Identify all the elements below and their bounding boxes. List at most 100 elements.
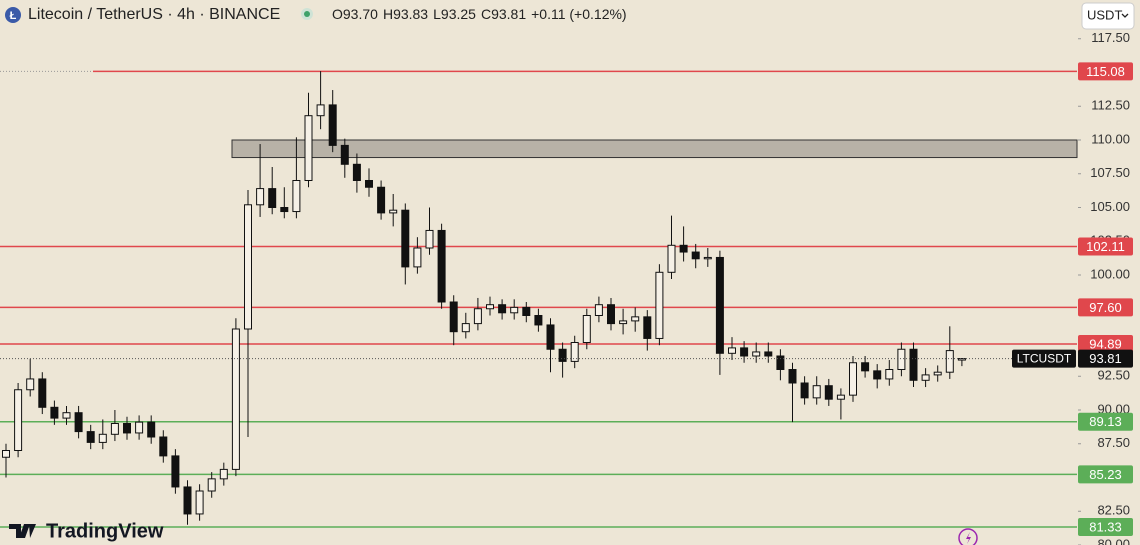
candle-body [776,355,785,370]
axis-background [1078,0,1140,545]
candle-body [522,306,531,316]
price-change: +0.11 (+0.12%) [531,6,626,22]
ohlc-value: 93.81 [491,6,526,22]
candle-body [849,362,857,396]
currency-label[interactable]: USDT [1087,7,1122,22]
ohlc-key: C [481,6,491,22]
level-badge [1078,518,1133,537]
candle-body [510,306,519,314]
currency-button[interactable] [1081,2,1135,30]
level-label: 115.08 [1086,64,1125,79]
candle-body [473,308,482,325]
ohlc-key: H [383,6,393,22]
candle-body [873,370,882,380]
y-tick-label: 92.50 [1097,368,1130,383]
candle-body [437,229,446,303]
candle-body [800,382,809,399]
candle-body [752,351,761,357]
candle-body [788,368,797,384]
ohlc-readout: O93.70 H93.83 L93.25 C93.81 +0.11 (+0.12%) [332,6,627,22]
candle-body [328,104,337,146]
y-tick-label: 100.00 [1090,266,1130,281]
candle-body [231,328,240,470]
price-axis: 80.0082.5085.0087.5090.0092.5095.0097.50… [1078,0,1140,545]
y-tick-label: 82.50 [1097,503,1130,518]
candle-body [389,209,398,214]
symbol-badge [1012,349,1076,368]
alert-bolt[interactable] [966,532,971,544]
candle-body [62,412,71,419]
candle-body [147,421,156,438]
last-price-label: 93.81 [1089,351,1122,366]
alert-icon[interactable] [958,528,978,545]
candle-body [909,348,918,381]
brand-logo [9,524,36,538]
candle-body [268,188,277,208]
candle-body [26,378,35,391]
y-tick-label: 107.50 [1090,165,1130,180]
candle-body [643,316,652,339]
candle-body [945,350,954,373]
candle-body [316,104,325,117]
candle-body [401,209,410,268]
currency-caret[interactable] [1121,13,1129,18]
header: Ł Litecoin / TetherUS · 4h · BINANCE O93… [5,2,1135,30]
candle-body [570,341,579,362]
candle-body [135,421,144,434]
candle-body [691,251,700,260]
candle-body [679,244,688,253]
candle-body [667,244,676,273]
level-badge [1078,62,1133,81]
candle-body [703,256,712,260]
status-dot [304,11,310,17]
candle-body [921,374,930,381]
y-tick-label: 80.00 [1097,536,1130,545]
candle-body [14,389,23,451]
candle-body [824,385,833,400]
level-badge [1078,465,1133,484]
resistance-zone [231,139,1078,159]
candle-body [449,301,458,333]
candle-body [764,351,773,357]
level-badge [1078,298,1133,317]
candle-body [377,186,386,214]
candle-body [340,144,349,165]
candle-body [244,204,252,330]
candle-body [546,324,555,350]
candle-body [2,449,10,458]
ohlc-value: 93.70 [343,6,378,22]
candle-body [534,314,543,326]
candle-body [256,188,265,206]
level-label: 81.33 [1089,519,1122,534]
level-badge [1078,237,1133,256]
ohlc-key: L [433,6,441,22]
candle-body [207,478,216,492]
candle-body [897,348,906,370]
candle-body [98,433,107,443]
candle-body [582,314,591,343]
last-price-badge [1078,349,1133,368]
candle-body [728,347,736,354]
candle-body [195,490,204,515]
brand-name: TradingView [46,520,164,542]
y-tick-label: 105.00 [1090,199,1130,214]
level-label: 94.89 [1089,336,1122,351]
candle-body [352,163,361,181]
candle-body [655,271,664,339]
candle-body [486,304,494,310]
candle-body [365,179,373,188]
candle-body [171,455,180,488]
brand: TradingView [9,520,978,545]
candle-body [607,304,615,325]
coin-icon [5,7,21,23]
candle-body [885,368,894,380]
candle-body [280,206,289,213]
candle-body [110,422,119,435]
candle-body [619,320,628,325]
candle-body [292,179,301,213]
candle-body [304,115,313,181]
candle-body [715,256,724,354]
candle-body [86,431,95,443]
candle-body [38,378,47,408]
